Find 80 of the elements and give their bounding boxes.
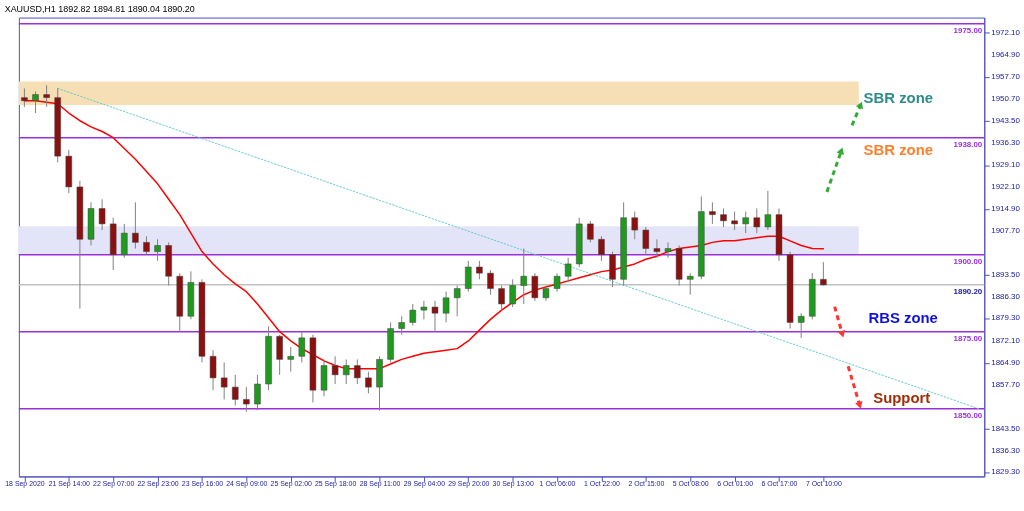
candlestick [753, 207, 761, 234]
annotation: Support [873, 390, 931, 407]
candlestick [465, 260, 472, 293]
candlestick [720, 207, 727, 228]
candlestick [220, 361, 228, 400]
y-tick-label: 1864.90 [991, 357, 1021, 367]
candlestick [642, 226, 650, 256]
y-tick-label: 1843.50 [991, 423, 1021, 433]
candlestick [154, 238, 161, 262]
candlestick [631, 211, 638, 240]
annotation: SBR zone [863, 141, 934, 158]
candlestick [587, 220, 594, 243]
candlestick [598, 235, 605, 262]
ref-line-label: 1938.00 [953, 139, 983, 149]
y-tick-label: 1872.10 [991, 335, 1021, 345]
ref-line-label: 1875.00 [953, 333, 983, 343]
candlestick [820, 261, 827, 286]
candlestick [742, 211, 749, 234]
candlestick [365, 371, 372, 394]
candlestick [709, 201, 716, 225]
candlestick [686, 272, 694, 296]
candlestick [564, 257, 572, 283]
ref-line-label: 1890.20 [953, 286, 983, 296]
candlestick [21, 87, 28, 108]
ref-line-label: 1900.00 [953, 256, 983, 266]
ref-line-label: 1975.00 [953, 25, 983, 35]
candlestick [498, 284, 505, 311]
y-tick-label: 1879.30 [991, 313, 1021, 323]
y-tick-label: 1950.70 [991, 93, 1021, 103]
y-tick-label: 1886.30 [991, 291, 1021, 301]
candlestick [420, 300, 428, 320]
annotation: SBR zone [863, 89, 934, 106]
candlestick [476, 260, 483, 280]
candlestick [354, 358, 361, 385]
ref-line-label: 1850.00 [953, 410, 983, 420]
candlestick [287, 346, 294, 373]
candlestick [664, 241, 672, 259]
candlestick [121, 223, 128, 259]
y-tick-label: 1893.50 [991, 269, 1021, 279]
candlestick [531, 272, 539, 302]
candlestick [764, 190, 772, 231]
candlestick [398, 315, 405, 336]
y-tick-label: 1943.50 [991, 115, 1021, 125]
y-tick-label: 1836.30 [991, 445, 1021, 455]
candlestick [98, 198, 106, 231]
candlestick [32, 90, 39, 114]
candlestick [731, 211, 738, 231]
annotation: RBS zone [868, 310, 938, 327]
candlestick [243, 386, 250, 413]
y-tick-label: 1907.70 [991, 225, 1021, 235]
candlestick [276, 334, 283, 376]
candlestick [298, 331, 306, 363]
y-tick-label: 1964.90 [991, 49, 1021, 59]
y-tick-label: 1957.70 [991, 71, 1021, 81]
candlestick [331, 355, 339, 385]
y-tick-label: 1857.70 [991, 379, 1021, 389]
candlestick [453, 284, 461, 317]
candlestick [232, 374, 239, 407]
candlestick [553, 272, 561, 293]
chart-title: XAUUSD,H1 1892.82 1894.81 1890.04 1890.20 [4, 3, 195, 14]
candlestick [43, 84, 50, 108]
candlestick [132, 201, 139, 250]
y-tick-label: 1829.30 [991, 467, 1021, 477]
candlestick [442, 291, 450, 323]
y-tick-label: 1922.10 [991, 181, 1021, 191]
candlestick [209, 349, 217, 391]
candlestick [143, 235, 150, 256]
candlestick [409, 303, 417, 327]
candlestick [487, 269, 494, 296]
candlestick [797, 312, 805, 339]
candlestick [509, 278, 516, 308]
candlestick [653, 238, 661, 259]
candlestick [520, 248, 527, 305]
y-tick-label: 1936.30 [991, 137, 1021, 147]
y-tick-label: 1914.90 [991, 203, 1021, 213]
candlestick [254, 374, 261, 411]
y-tick-label: 1972.10 [991, 27, 1021, 37]
candlestick [431, 300, 439, 333]
y-tick-label: 1929.10 [991, 160, 1021, 170]
candlestick [342, 358, 350, 385]
